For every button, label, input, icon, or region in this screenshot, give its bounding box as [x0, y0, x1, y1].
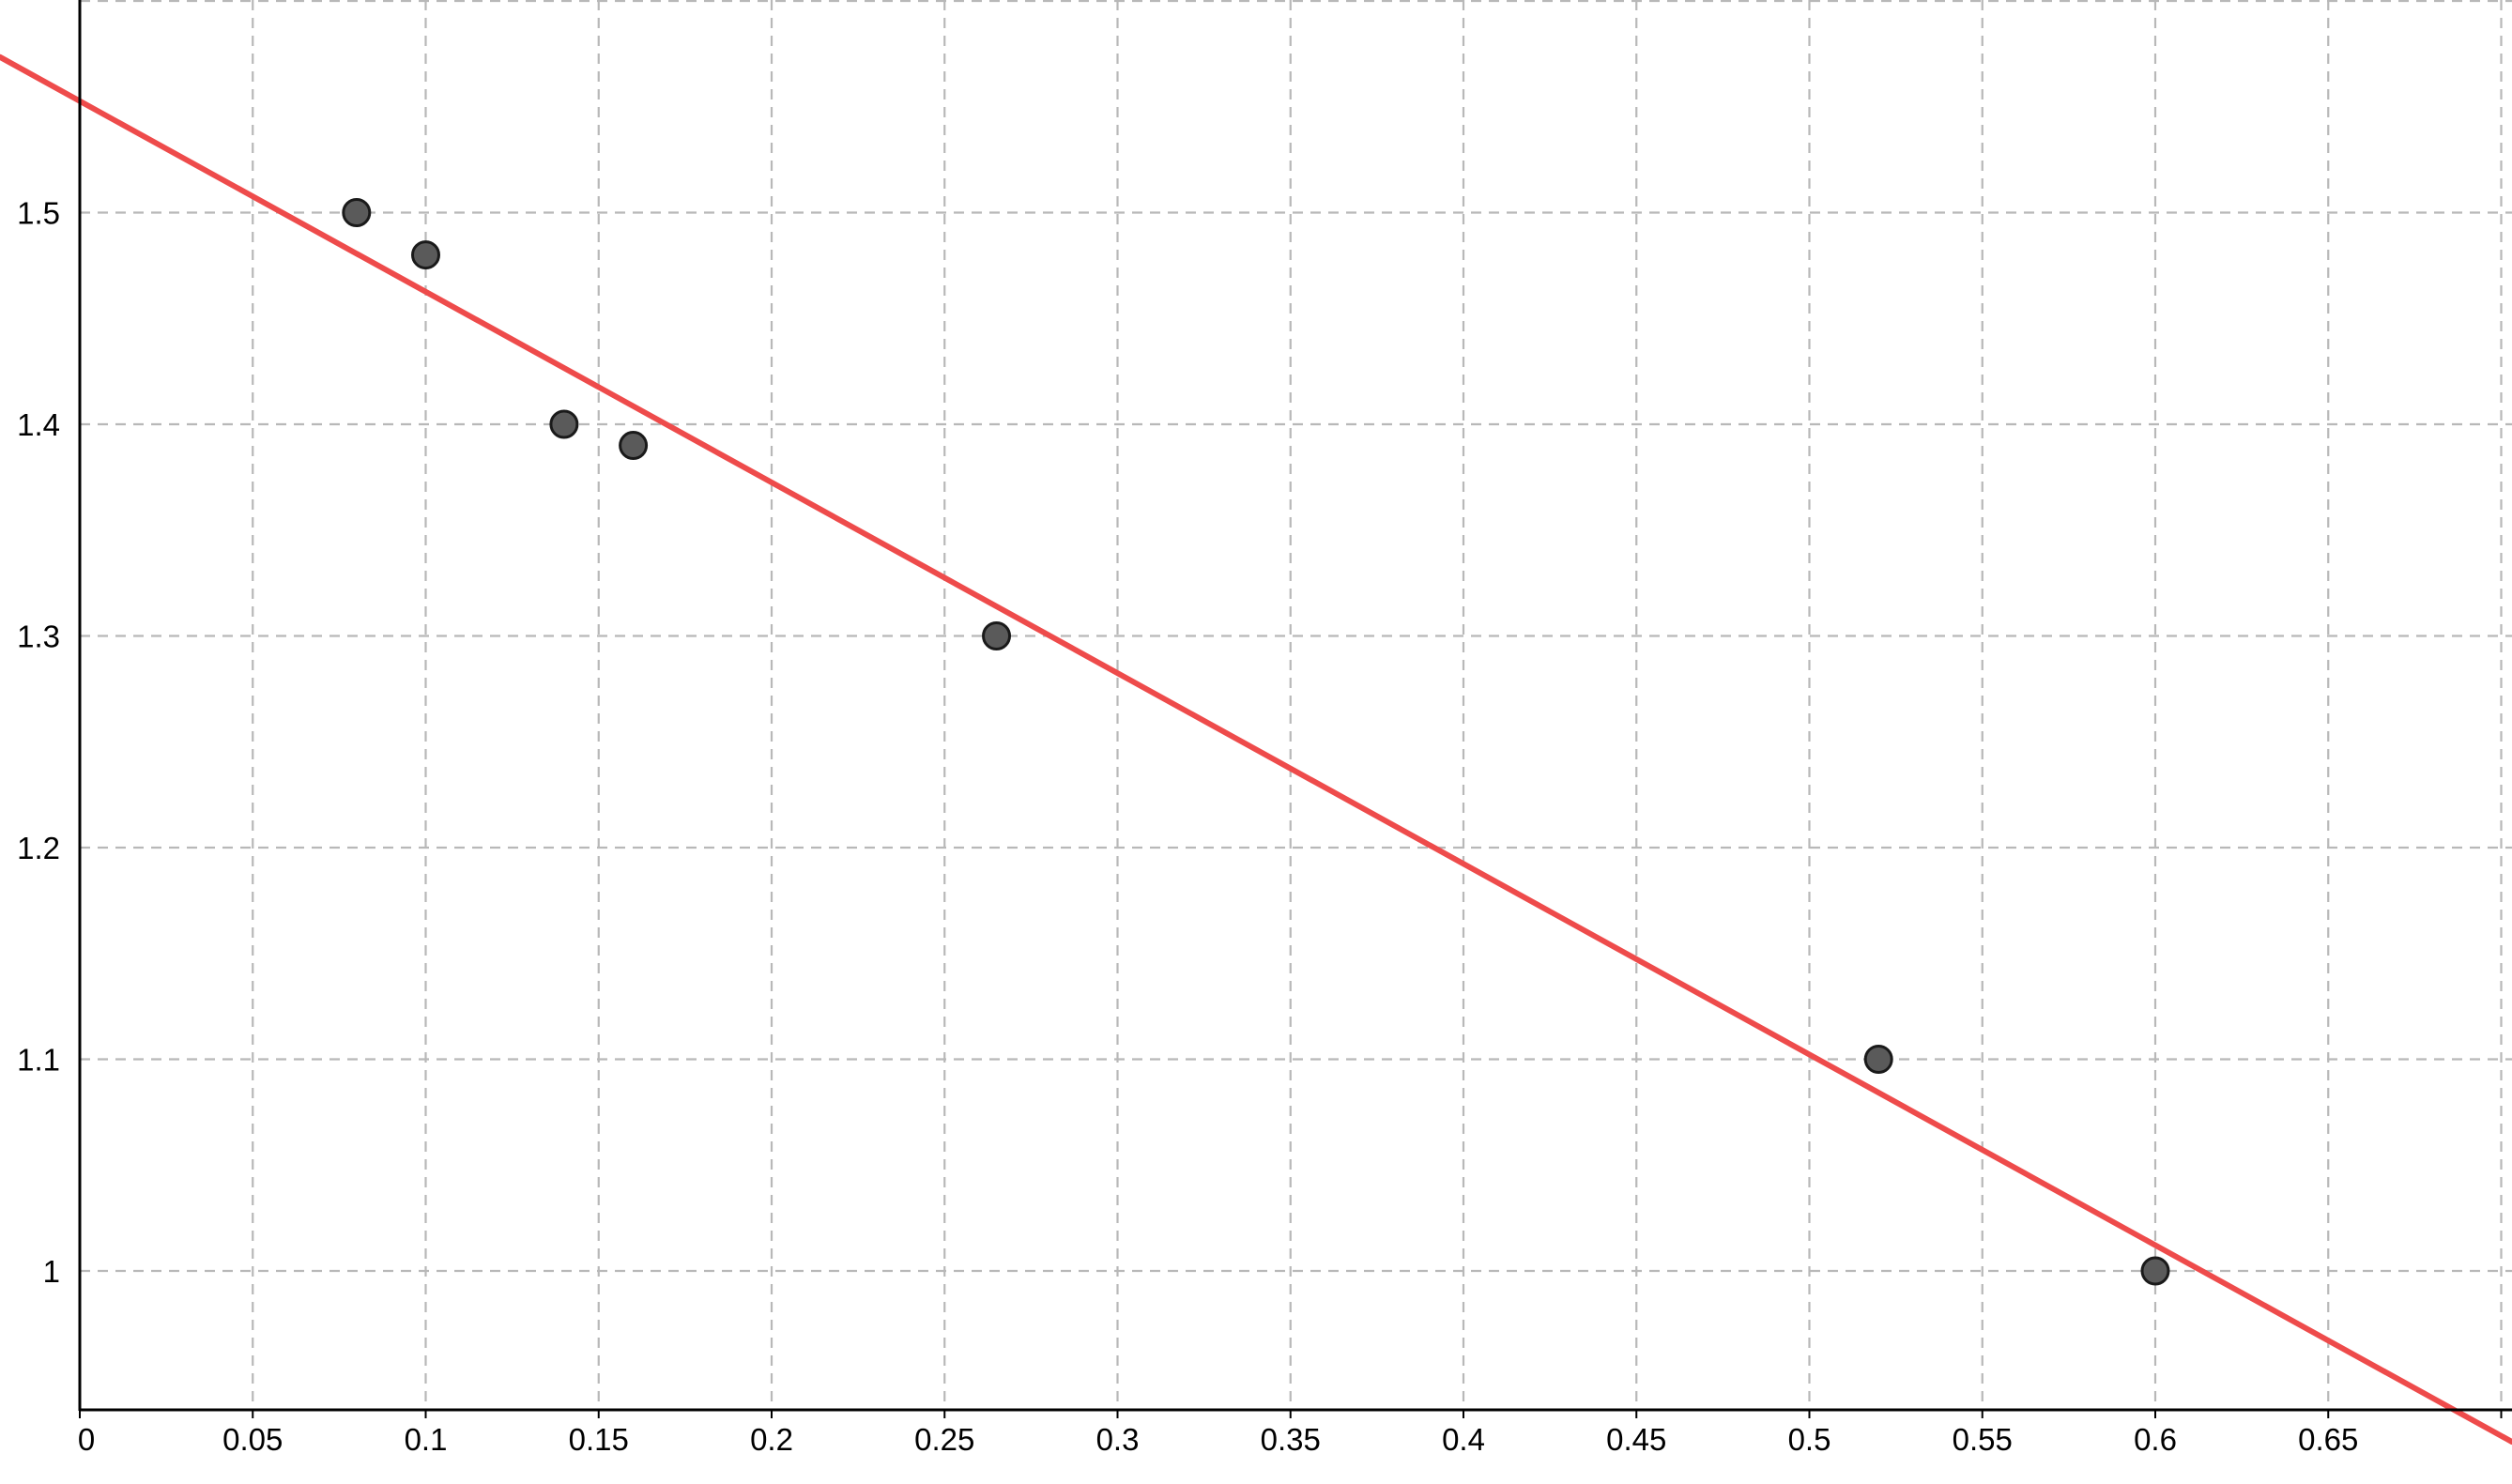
data-point [411, 240, 440, 270]
y-tick-label: 1.1 [17, 1043, 60, 1078]
data-point [342, 198, 372, 227]
y-tick-label: 1.5 [17, 196, 60, 231]
x-tick-label: 0.5 [1788, 1422, 1831, 1457]
grid-lines [80, 0, 2512, 1410]
x-tick-label: 0 [78, 1422, 95, 1457]
data-point [619, 431, 649, 461]
trend-line-group [0, 54, 2512, 1446]
y-tick-label: 1.2 [17, 831, 60, 865]
y-tick-label: 1 [43, 1254, 60, 1289]
x-tick-label: 0.05 [222, 1422, 283, 1457]
x-tick-label: 0.65 [2298, 1422, 2358, 1457]
x-tick-label: 0.25 [914, 1422, 974, 1457]
x-tick-label: 0.3 [1096, 1422, 1140, 1457]
x-tick-label: 0.1 [405, 1422, 448, 1457]
x-tick-label: 0.2 [750, 1422, 793, 1457]
data-point [982, 621, 1012, 650]
x-tick-labels: 0 0.05 0.1 0.15 0.2 0.25 0.3 0.35 0.4 0.45 0.5 0.55… [78, 1422, 2359, 1457]
data-point [1863, 1045, 1893, 1074]
data-point [2140, 1256, 2170, 1286]
axes [78, 0, 2512, 1418]
trend-line [0, 54, 2512, 1446]
y-tick-labels: 1 1.1 1.2 1.3 1.4 1.5 [17, 196, 60, 1290]
x-tick-label: 0.35 [1261, 1422, 1321, 1457]
x-tick-label: 0.6 [2134, 1422, 2177, 1457]
x-tick-label: 0.55 [1953, 1422, 2013, 1457]
y-tick-label: 1.4 [17, 407, 60, 442]
y-tick-label: 1.3 [17, 620, 60, 654]
data-points [342, 198, 2170, 1286]
data-point [549, 409, 579, 439]
x-tick-label: 0.4 [1442, 1422, 1485, 1457]
x-tick-label: 0.15 [569, 1422, 629, 1457]
x-tick-label: 0.45 [1606, 1422, 1666, 1457]
